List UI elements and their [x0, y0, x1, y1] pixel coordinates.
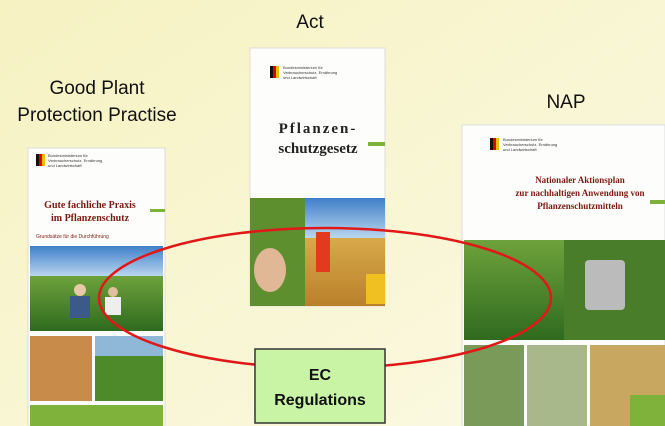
ministry: und Landwirtschaft — [283, 75, 317, 80]
brochure-right: Bundesministerium für Verbraucherschutz,… — [461, 124, 665, 426]
ministry: Verbraucherschutz, Ernährung — [283, 70, 337, 75]
ministry: Verbraucherschutz, Ernährung — [503, 142, 557, 147]
ministry: und Landwirtschaft — [503, 147, 537, 152]
title: schutzgesetz — [278, 141, 357, 157]
label: NAP — [546, 92, 585, 113]
label: Good Plant — [49, 78, 145, 99]
brochure-left: Bundesministerium für Verbraucherschutz,… — [27, 147, 166, 426]
title: im Pflanzenschutz — [51, 213, 130, 224]
ministry: und Landwirtschaft — [48, 163, 82, 168]
ministry: Bundesministerium für — [48, 153, 88, 158]
label: Act — [296, 12, 324, 33]
label: EC — [309, 367, 332, 384]
title: Nationaler Aktionsplan — [535, 175, 625, 185]
ministry: Bundesministerium für — [283, 65, 323, 70]
ministry: Bundesministerium für — [503, 137, 543, 142]
label: Regulations — [274, 392, 366, 409]
subtitle: Grundsätze für die Durchführung — [36, 234, 109, 240]
title: zur nachhaltigen Anwendung von — [515, 188, 644, 198]
brochure-middle: Bundesministerium für Verbraucherschutz,… — [249, 47, 386, 307]
title: Gute fachliche Praxis — [44, 200, 136, 211]
ec-box: EC Regulations — [254, 348, 386, 424]
title: Pflanzen- — [279, 121, 358, 137]
title: Pflanzenschutzmitteln — [537, 201, 623, 211]
ministry: Verbraucherschutz, Ernährung — [48, 158, 102, 163]
label: Protection Practise — [17, 105, 176, 126]
